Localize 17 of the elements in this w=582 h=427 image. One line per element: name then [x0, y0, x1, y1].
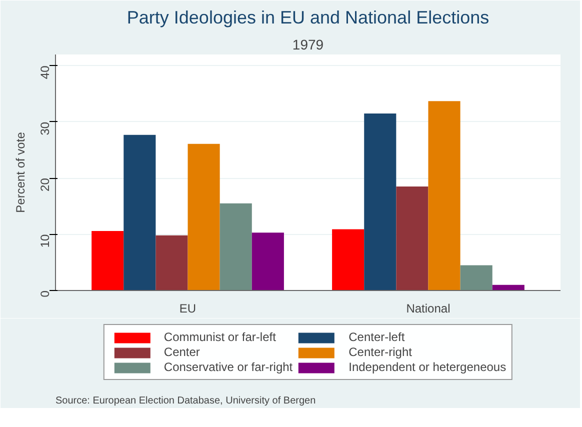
chart-title: Party Ideologies in EU and National Elections — [126, 8, 490, 28]
y-tick-label: 0 — [38, 290, 52, 298]
legend-label: Independent or hetergeneous — [348, 360, 506, 374]
chart-subtitle: 1979 — [292, 36, 324, 52]
y-tick-label: 30 — [38, 122, 52, 136]
legend-label: Conservative or far-right — [164, 360, 293, 374]
y-axis-title: Percent of vote — [14, 132, 28, 213]
x-tick-label: National — [406, 302, 450, 316]
y-tick-label: 10 — [38, 234, 52, 248]
legend-label: Center-left — [348, 330, 405, 344]
x-tick-label: EU — [179, 302, 196, 316]
legend-label: Center-right — [348, 345, 412, 359]
y-tick-label: 40 — [38, 65, 52, 80]
legend-label: Communist or far-left — [164, 330, 276, 344]
legend-label: Center — [164, 345, 200, 359]
source-note: Source: European Election Database, University of Bergen — [56, 396, 316, 406]
y-tick-label: 20 — [38, 178, 52, 192]
